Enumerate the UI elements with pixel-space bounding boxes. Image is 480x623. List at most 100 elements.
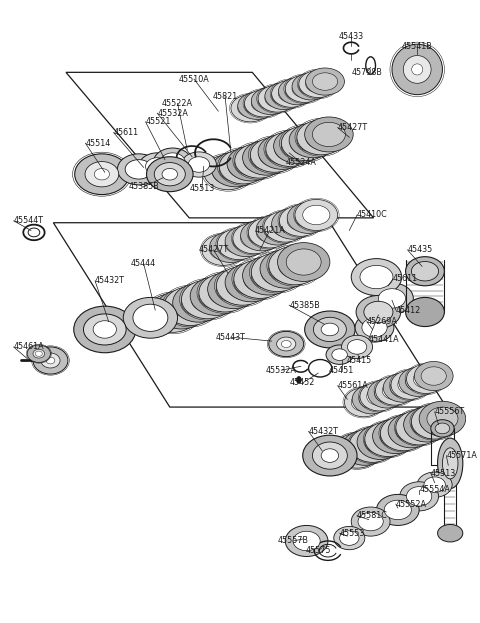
Ellipse shape [413, 369, 439, 388]
Ellipse shape [342, 430, 388, 465]
Ellipse shape [292, 80, 317, 98]
Ellipse shape [411, 413, 443, 436]
Ellipse shape [216, 276, 252, 302]
Ellipse shape [243, 267, 276, 292]
Ellipse shape [351, 259, 402, 295]
Ellipse shape [380, 424, 411, 448]
Ellipse shape [400, 482, 439, 511]
Ellipse shape [376, 495, 419, 525]
Ellipse shape [332, 349, 348, 361]
Ellipse shape [297, 128, 330, 153]
Text: 45269A: 45269A [367, 317, 397, 326]
Text: 45611: 45611 [114, 128, 139, 137]
Text: 45443T: 45443T [216, 333, 246, 341]
Ellipse shape [274, 128, 322, 163]
Ellipse shape [368, 379, 407, 408]
Ellipse shape [278, 253, 312, 278]
Ellipse shape [438, 525, 463, 542]
Ellipse shape [272, 208, 314, 239]
Ellipse shape [352, 385, 391, 414]
Text: 45451: 45451 [329, 366, 354, 374]
Ellipse shape [295, 208, 322, 227]
Ellipse shape [181, 280, 234, 319]
Ellipse shape [358, 434, 387, 455]
Ellipse shape [36, 351, 42, 356]
Ellipse shape [264, 211, 307, 242]
Ellipse shape [238, 92, 276, 120]
Text: 45385B: 45385B [128, 183, 159, 191]
Ellipse shape [297, 120, 346, 155]
Ellipse shape [278, 78, 317, 105]
Text: 45554A: 45554A [419, 485, 450, 494]
Ellipse shape [27, 345, 50, 363]
Text: 45410C: 45410C [357, 211, 388, 219]
Ellipse shape [390, 378, 415, 397]
Ellipse shape [334, 526, 365, 549]
Ellipse shape [242, 256, 295, 295]
Ellipse shape [285, 82, 311, 100]
Ellipse shape [312, 73, 337, 90]
Ellipse shape [438, 438, 463, 488]
Text: 45513: 45513 [431, 468, 456, 478]
Ellipse shape [414, 361, 453, 391]
Ellipse shape [213, 161, 243, 184]
Ellipse shape [281, 126, 330, 161]
Ellipse shape [248, 217, 291, 248]
Polygon shape [53, 222, 446, 407]
Text: 45444: 45444 [131, 259, 156, 268]
Text: 45581C: 45581C [357, 511, 388, 520]
Ellipse shape [208, 270, 260, 308]
Ellipse shape [84, 314, 126, 345]
Ellipse shape [326, 345, 353, 364]
Ellipse shape [234, 260, 286, 298]
Ellipse shape [367, 387, 392, 406]
Ellipse shape [256, 214, 299, 245]
Ellipse shape [342, 335, 372, 359]
Ellipse shape [153, 148, 192, 177]
Ellipse shape [258, 92, 283, 110]
Ellipse shape [391, 370, 430, 399]
Ellipse shape [276, 337, 296, 351]
Ellipse shape [281, 134, 314, 158]
Ellipse shape [272, 80, 311, 107]
Text: 45452: 45452 [290, 378, 315, 388]
Ellipse shape [411, 262, 439, 281]
Ellipse shape [404, 407, 450, 442]
Ellipse shape [293, 531, 320, 551]
Text: 45557B: 45557B [277, 536, 309, 546]
Ellipse shape [234, 269, 269, 295]
Ellipse shape [256, 222, 283, 242]
Text: 45513: 45513 [189, 184, 215, 193]
Ellipse shape [123, 297, 178, 338]
Text: 45553: 45553 [339, 529, 365, 538]
Ellipse shape [375, 376, 414, 405]
Text: 45514: 45514 [85, 139, 110, 148]
Ellipse shape [407, 364, 445, 394]
Ellipse shape [431, 420, 454, 437]
Ellipse shape [366, 57, 375, 74]
Ellipse shape [290, 131, 321, 155]
Ellipse shape [235, 151, 268, 176]
Ellipse shape [251, 137, 299, 173]
Ellipse shape [146, 157, 193, 192]
Ellipse shape [388, 413, 435, 448]
Ellipse shape [260, 249, 312, 288]
Text: 45611: 45611 [393, 275, 418, 283]
Ellipse shape [272, 217, 299, 236]
Ellipse shape [259, 143, 290, 166]
Text: 45575: 45575 [305, 546, 331, 555]
Ellipse shape [403, 55, 431, 83]
Ellipse shape [243, 149, 275, 173]
Ellipse shape [345, 388, 383, 417]
Ellipse shape [74, 306, 136, 353]
Ellipse shape [216, 267, 269, 305]
Ellipse shape [244, 97, 270, 115]
Ellipse shape [174, 293, 207, 319]
Ellipse shape [285, 75, 324, 102]
Ellipse shape [133, 304, 168, 331]
Ellipse shape [162, 168, 178, 180]
Ellipse shape [258, 135, 307, 169]
Ellipse shape [265, 90, 290, 107]
Ellipse shape [406, 373, 431, 391]
Ellipse shape [181, 152, 216, 177]
